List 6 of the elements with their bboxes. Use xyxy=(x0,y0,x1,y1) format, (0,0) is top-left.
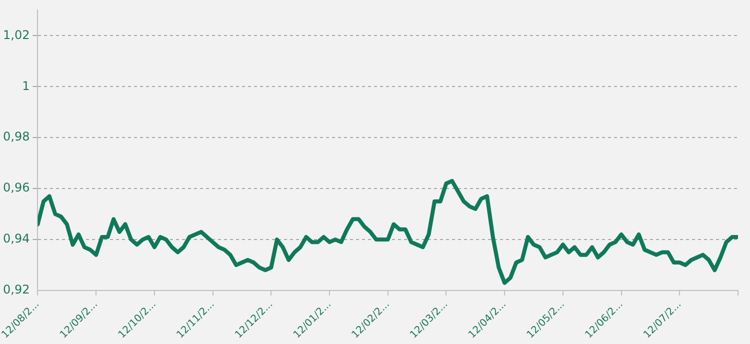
y-tick-label: 1,02 xyxy=(3,28,30,42)
y-tick-label: 0,92 xyxy=(3,282,30,297)
y-tick-label: 0,96 xyxy=(3,180,30,195)
y-tick-label: 0,94 xyxy=(3,232,30,246)
y-tick-label: 0,98 xyxy=(3,130,30,144)
y-tick-label: 1 xyxy=(22,78,30,93)
